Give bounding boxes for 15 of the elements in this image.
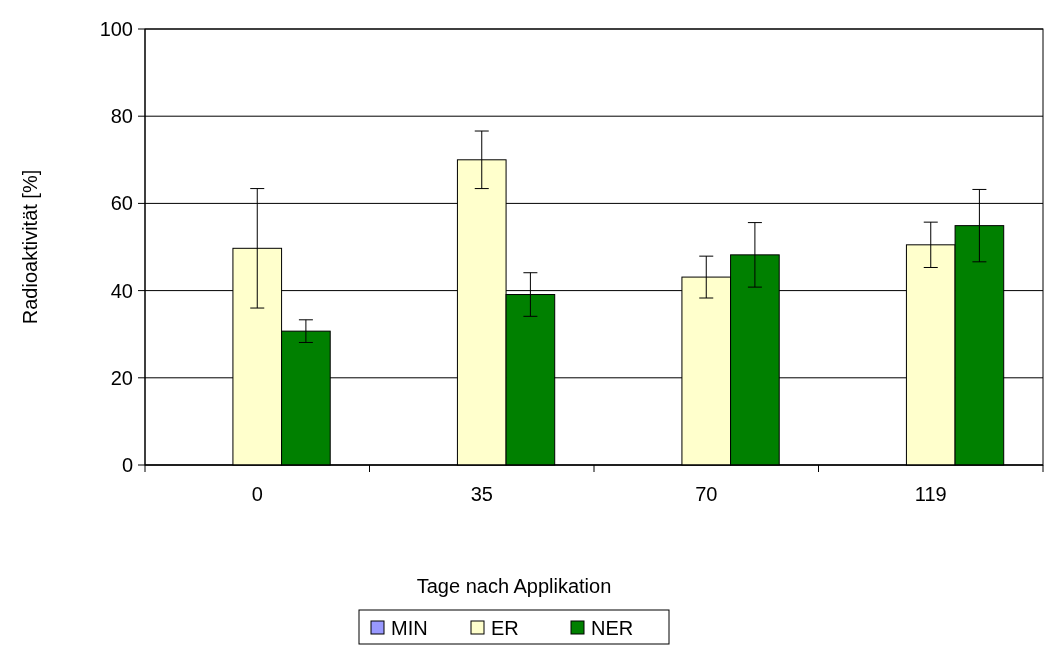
legend-label: NER (591, 617, 634, 639)
legend-label: MIN (391, 617, 428, 639)
x-tick-label: 119 (914, 483, 947, 505)
x-tick-label: 70 (695, 483, 718, 505)
x-axis-title: Tage nach Applikation (416, 575, 612, 597)
y-tick-label: 20 (110, 366, 133, 389)
legend-label: ER (491, 617, 519, 639)
y-tick-label: 80 (110, 105, 133, 128)
y-tick-label: 0 (121, 454, 133, 476)
y-tick-label: 60 (110, 192, 133, 215)
x-tick-label: 0 (251, 483, 263, 505)
y-tick-label: 40 (110, 279, 133, 302)
y-axis-title: Radioaktivität [%] (19, 169, 41, 325)
x-tick-label: 35 (470, 483, 493, 505)
y-tick-label: 100 (99, 18, 133, 40)
